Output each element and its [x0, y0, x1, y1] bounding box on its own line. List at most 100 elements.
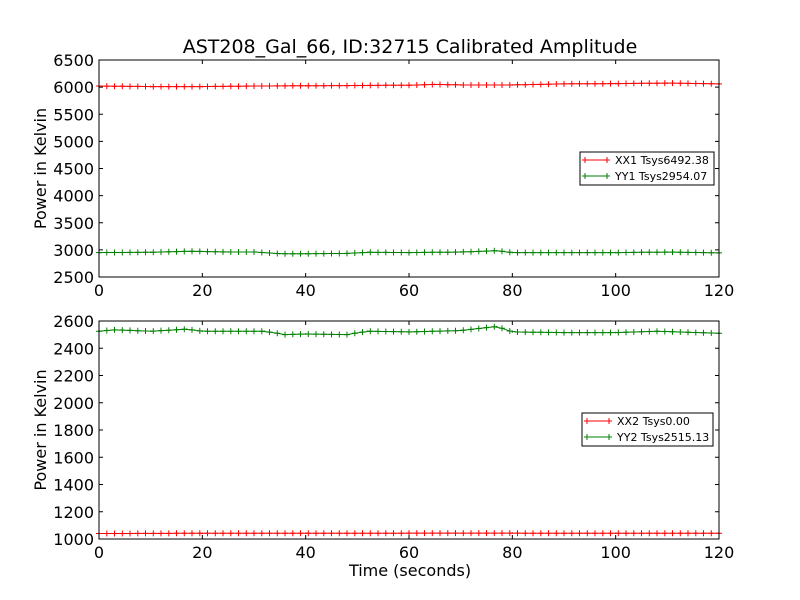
y-tick-label: 5000 — [53, 132, 94, 151]
series-2-line — [96, 323, 722, 338]
legend-entry-label: YY2 Tsys2515.13 — [616, 431, 709, 444]
data-point — [434, 83, 436, 86]
data-point — [511, 532, 514, 534]
data-point — [511, 331, 514, 333]
y-tick-label: 4000 — [53, 187, 94, 206]
y-tick-label: 1800 — [53, 421, 94, 440]
data-point — [253, 85, 255, 87]
y-tick-label: 3500 — [53, 214, 94, 233]
data-point — [149, 85, 152, 88]
y-tick-label: 1400 — [53, 476, 94, 495]
data-point — [186, 328, 188, 331]
data-point — [614, 251, 617, 254]
data-point — [408, 532, 410, 534]
data-point — [304, 85, 307, 87]
y-tick-label: 2000 — [53, 394, 94, 413]
y-tick-label: 2400 — [53, 339, 94, 358]
data-point — [201, 532, 204, 535]
legend-marker — [584, 434, 612, 440]
data-point — [113, 329, 116, 331]
data-point — [459, 84, 462, 86]
y-axis-label: Power in Kelvin — [31, 108, 50, 229]
top-subplot: 0 20 40 60 80 100 120 2500 3000 3500 4000 4500 5000 5… — [31, 51, 734, 300]
data-point — [459, 251, 462, 253]
data-point — [511, 84, 514, 86]
data-point — [563, 331, 565, 334]
data-point — [304, 532, 307, 535]
data-point — [366, 330, 369, 333]
x-tick-label: 40 — [295, 543, 315, 562]
x-tick-label: 0 — [94, 543, 104, 562]
y-tick-label: 2600 — [53, 312, 94, 331]
y-tick-label: 2500 — [53, 268, 94, 287]
data-point — [284, 333, 286, 336]
data-point — [459, 329, 462, 332]
x-tick-label: 20 — [192, 543, 212, 562]
x-tick-label: 40 — [295, 281, 315, 300]
x-tick-label: 100 — [600, 281, 631, 300]
data-point — [149, 251, 152, 254]
data-point — [201, 85, 204, 88]
data-point — [563, 83, 565, 85]
data-point — [191, 250, 193, 252]
data-point — [304, 252, 307, 255]
y-axis-label: Power in Kelvin — [31, 369, 50, 490]
data-point — [346, 252, 348, 255]
data-point — [511, 251, 514, 254]
y-tick-label: 3000 — [53, 241, 94, 260]
data-point — [408, 331, 410, 333]
data-point — [656, 330, 658, 333]
data-point — [366, 251, 369, 254]
data-point — [496, 249, 498, 252]
y-tick-label: 6000 — [53, 78, 94, 97]
y-tick-label: 1200 — [53, 503, 94, 522]
legend-marker — [582, 173, 610, 179]
x-tick-label: 60 — [399, 543, 419, 562]
x-tick-label: 120 — [704, 543, 735, 562]
legend-marker — [584, 418, 612, 424]
legend-box — [581, 412, 714, 447]
data-point — [149, 330, 152, 333]
data-point — [356, 84, 359, 87]
y-tick-label: 4500 — [53, 160, 94, 179]
legend: XX2 Tsys0.00 YY2 Tsys2515.13 — [581, 412, 714, 447]
x-tick-label: 60 — [399, 281, 419, 300]
x-tick-label: 100 — [600, 543, 631, 562]
data-point — [408, 251, 410, 254]
x-axis-label: Time (seconds) — [348, 561, 471, 580]
x-tick-label: 20 — [192, 281, 212, 300]
legend-entry-label: YY1 Tsys2954.07 — [614, 170, 707, 183]
bottom-subplot: 0 20 40 60 80 100 120 1000 1200 1400 1600 1800 2000 2… — [31, 312, 734, 562]
data-point — [279, 252, 281, 255]
data-point — [666, 82, 669, 84]
data-point — [408, 84, 410, 86]
legend-box — [579, 151, 715, 186]
y-tick-label: 2200 — [53, 367, 94, 386]
legend: XX1 Tsys6492.38 YY1 Tsys2954.07 — [579, 151, 715, 186]
data-point — [346, 333, 348, 336]
legend-entry-label: XX2 Tsys0.00 — [617, 415, 690, 428]
y-tick-label: 5500 — [53, 105, 94, 124]
chart-title: AST208_Gal_66, ID:32715 Calibrated Ampli… — [183, 36, 638, 58]
data-point — [253, 251, 255, 253]
data-point — [496, 325, 498, 328]
data-point — [304, 333, 307, 335]
data-point — [614, 532, 617, 535]
data-point — [201, 330, 204, 333]
x-tick-label: 120 — [704, 281, 735, 300]
data-point — [227, 251, 229, 253]
data-point — [614, 82, 617, 85]
y-tick-label: 6500 — [53, 51, 94, 70]
y-tick-label: 1600 — [53, 448, 94, 467]
y-tick-label: 1000 — [53, 530, 94, 549]
data-point — [614, 331, 617, 334]
data-point — [666, 251, 669, 253]
data-point — [263, 330, 266, 333]
data-point — [563, 251, 565, 254]
legend-marker — [582, 157, 610, 163]
x-tick-label: 80 — [502, 281, 522, 300]
x-tick-label: 0 — [94, 281, 104, 300]
x-tick-label: 80 — [502, 543, 522, 562]
